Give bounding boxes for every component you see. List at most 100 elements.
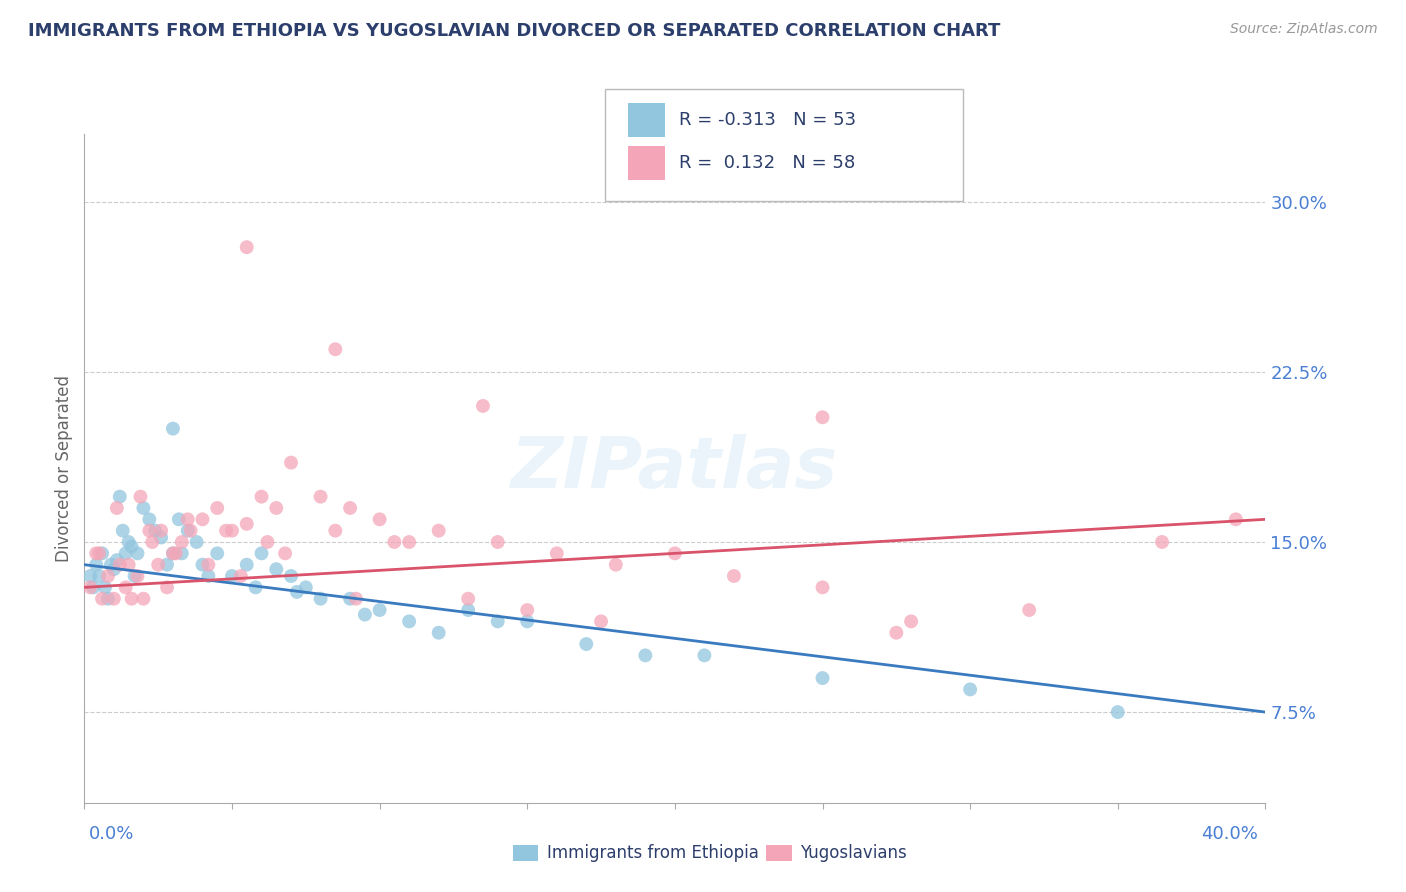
- Point: [354, 607, 377, 622]
- Point: [457, 603, 479, 617]
- Point: [84, 546, 107, 560]
- Point: [167, 512, 190, 526]
- Point: [118, 535, 141, 549]
- Point: [309, 591, 332, 606]
- Point: [148, 558, 170, 572]
- Point: [235, 516, 259, 531]
- Point: [486, 535, 509, 549]
- Point: [205, 546, 228, 560]
- Point: [156, 580, 179, 594]
- Point: [127, 569, 149, 583]
- Point: [82, 580, 104, 594]
- Point: [486, 615, 509, 629]
- Point: [235, 240, 259, 254]
- Point: [111, 524, 134, 538]
- Point: [162, 546, 184, 560]
- Point: [323, 524, 347, 538]
- Point: [114, 580, 136, 594]
- Point: [245, 580, 267, 594]
- Point: [150, 524, 173, 538]
- Point: [427, 524, 450, 538]
- Point: [1225, 512, 1247, 526]
- Point: [121, 540, 143, 554]
- Point: [229, 569, 252, 583]
- Point: [197, 558, 219, 572]
- Point: [165, 546, 187, 560]
- Point: [108, 558, 131, 572]
- Point: [162, 422, 184, 436]
- Point: [323, 343, 347, 357]
- Point: [118, 558, 141, 572]
- Point: [634, 648, 657, 663]
- Point: [472, 399, 495, 413]
- Point: [87, 546, 111, 560]
- Point: [138, 524, 160, 538]
- Point: [97, 569, 120, 583]
- Point: [162, 546, 184, 560]
- Point: [170, 535, 193, 549]
- Point: [280, 456, 302, 470]
- Text: Yugoslavians: Yugoslavians: [800, 844, 907, 862]
- Point: [264, 500, 288, 515]
- Point: [575, 637, 598, 651]
- Point: [285, 585, 308, 599]
- Point: [605, 558, 627, 572]
- Point: [398, 615, 420, 629]
- Point: [94, 580, 117, 594]
- Point: [103, 591, 125, 606]
- Point: [100, 558, 122, 572]
- Point: [191, 558, 214, 572]
- Point: [127, 546, 149, 560]
- Point: [295, 580, 318, 594]
- Point: [591, 615, 613, 629]
- Point: [170, 546, 193, 560]
- Point: [180, 524, 202, 538]
- Point: [186, 535, 208, 549]
- Point: [1018, 603, 1040, 617]
- Point: [344, 591, 367, 606]
- Point: [143, 524, 166, 538]
- Point: [811, 580, 834, 594]
- Point: [114, 546, 136, 560]
- Point: [235, 558, 259, 572]
- Point: [959, 682, 981, 697]
- Point: [256, 535, 278, 549]
- Y-axis label: Divorced or Separated: Divorced or Separated: [55, 375, 73, 562]
- Point: [811, 671, 834, 685]
- Point: [87, 569, 111, 583]
- Text: R = -0.313   N = 53: R = -0.313 N = 53: [679, 112, 856, 129]
- Point: [105, 500, 128, 515]
- Point: [250, 490, 273, 504]
- Point: [546, 546, 568, 560]
- Point: [79, 569, 101, 583]
- Point: [177, 524, 200, 538]
- Point: [516, 615, 538, 629]
- Point: [138, 512, 160, 526]
- Point: [150, 531, 173, 545]
- Point: [221, 569, 243, 583]
- Point: [693, 648, 716, 663]
- Point: [91, 546, 114, 560]
- Point: [215, 524, 238, 538]
- Point: [368, 512, 391, 526]
- Point: [339, 591, 361, 606]
- Point: [79, 580, 101, 594]
- Point: [427, 625, 450, 640]
- Point: [516, 603, 538, 617]
- Point: [723, 569, 745, 583]
- Point: [280, 569, 302, 583]
- Point: [221, 524, 243, 538]
- Text: Source: ZipAtlas.com: Source: ZipAtlas.com: [1230, 22, 1378, 37]
- Point: [132, 591, 155, 606]
- Point: [309, 490, 332, 504]
- Point: [811, 410, 834, 425]
- Point: [368, 603, 391, 617]
- Point: [124, 569, 146, 583]
- Point: [141, 535, 163, 549]
- Point: [339, 500, 361, 515]
- Point: [382, 535, 406, 549]
- Point: [274, 546, 297, 560]
- Point: [97, 591, 120, 606]
- Text: 0.0%: 0.0%: [89, 825, 134, 843]
- Text: IMMIGRANTS FROM ETHIOPIA VS YUGOSLAVIAN DIVORCED OR SEPARATED CORRELATION CHART: IMMIGRANTS FROM ETHIOPIA VS YUGOSLAVIAN …: [28, 22, 1001, 40]
